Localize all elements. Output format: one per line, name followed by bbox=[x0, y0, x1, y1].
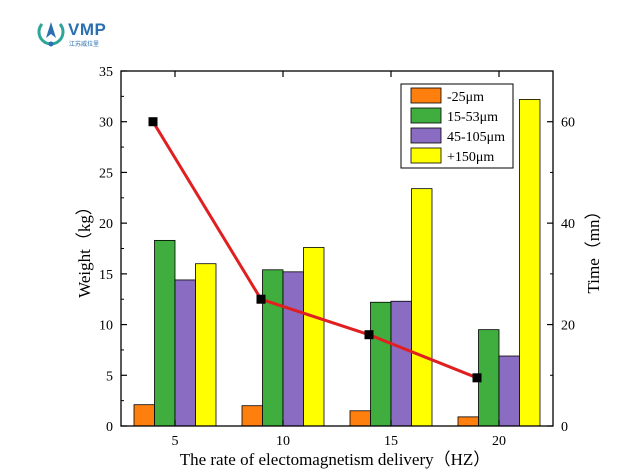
bar-15-53μm-5 bbox=[154, 239, 176, 427]
y-tick-label: 0 bbox=[106, 420, 113, 435]
bar-+150μm-20 bbox=[519, 99, 541, 427]
legend-swatch-+150μm bbox=[410, 147, 442, 164]
y-right-tick-label: 0 bbox=[561, 420, 568, 435]
logo-subtext: 江苏威拉里 bbox=[69, 42, 100, 48]
legend-swatch--25μm bbox=[410, 87, 442, 104]
y-tick-label: 20 bbox=[99, 217, 113, 232]
y-axis-label: Weight（kg） bbox=[75, 198, 94, 298]
bar-45-105μm-20 bbox=[498, 355, 520, 427]
y-tick-label: 15 bbox=[99, 268, 113, 283]
y-tick-label: 5 bbox=[106, 369, 113, 384]
time-point-5 bbox=[148, 117, 158, 127]
bars-group bbox=[133, 99, 541, 427]
bar--25μm-20 bbox=[457, 416, 479, 427]
bar-45-105μm-15 bbox=[390, 300, 412, 427]
bar-15-53μm-15 bbox=[370, 301, 392, 427]
y-tick-label: 10 bbox=[99, 319, 113, 334]
x-tick-label: 5 bbox=[172, 434, 179, 449]
axes-group: 0 5 10 15 20 25 30 35 0 20 40 60 5 10 15 20 bbox=[99, 65, 575, 449]
x-tick-label: 15 bbox=[384, 434, 398, 449]
bar--25μm-15 bbox=[349, 410, 371, 427]
y-right-tick-label: 20 bbox=[561, 319, 575, 334]
legend-swatch-45-105μm bbox=[410, 127, 442, 144]
bar-+150μm-5 bbox=[195, 263, 217, 427]
bar-+150μm-10 bbox=[303, 247, 325, 427]
x-tick-label: 10 bbox=[276, 434, 290, 449]
time-point-10 bbox=[256, 294, 266, 304]
bar-+150μm-15 bbox=[411, 188, 433, 427]
bar-45-105μm-5 bbox=[174, 279, 196, 427]
legend: -25μm 15-53μm 45-105μm +150μm bbox=[400, 83, 514, 169]
legend-label-+150μm: +150μm bbox=[447, 150, 494, 165]
time-line-group bbox=[148, 117, 482, 383]
bar-45-105μm-10 bbox=[282, 271, 304, 427]
y-axis-right-label: Time（mn） bbox=[584, 202, 603, 293]
legend-label-45-105μm: 45-105μm bbox=[447, 130, 505, 145]
time-point-20 bbox=[472, 373, 482, 383]
vmp-logo-mark-icon bbox=[37, 22, 65, 47]
vmp-logo: VMP 江苏威拉里 bbox=[36, 18, 126, 52]
y-right-tick-label: 40 bbox=[561, 217, 575, 232]
y-right-tick-label: 60 bbox=[561, 116, 575, 131]
x-tick-label: 20 bbox=[492, 434, 506, 449]
y-tick-label: 30 bbox=[99, 116, 113, 131]
bar-15-53μm-10 bbox=[262, 269, 284, 427]
bar-15-53μm-20 bbox=[478, 329, 500, 427]
logo-text: VMP bbox=[68, 20, 107, 39]
legend-swatch-15-53μm bbox=[410, 107, 442, 124]
time-line bbox=[151, 120, 478, 380]
y-tick-label: 25 bbox=[99, 166, 113, 181]
bar--25μm-5 bbox=[133, 404, 155, 427]
time-point-15 bbox=[364, 330, 374, 340]
legend-label--25μm: -25μm bbox=[447, 90, 484, 105]
legend-label-15-53μm: 15-53μm bbox=[447, 110, 498, 125]
bar--25μm-10 bbox=[241, 405, 263, 427]
y-tick-label: 35 bbox=[99, 65, 113, 80]
x-axis-label: The rate of electomagnetism delivery（HZ） bbox=[180, 450, 491, 469]
